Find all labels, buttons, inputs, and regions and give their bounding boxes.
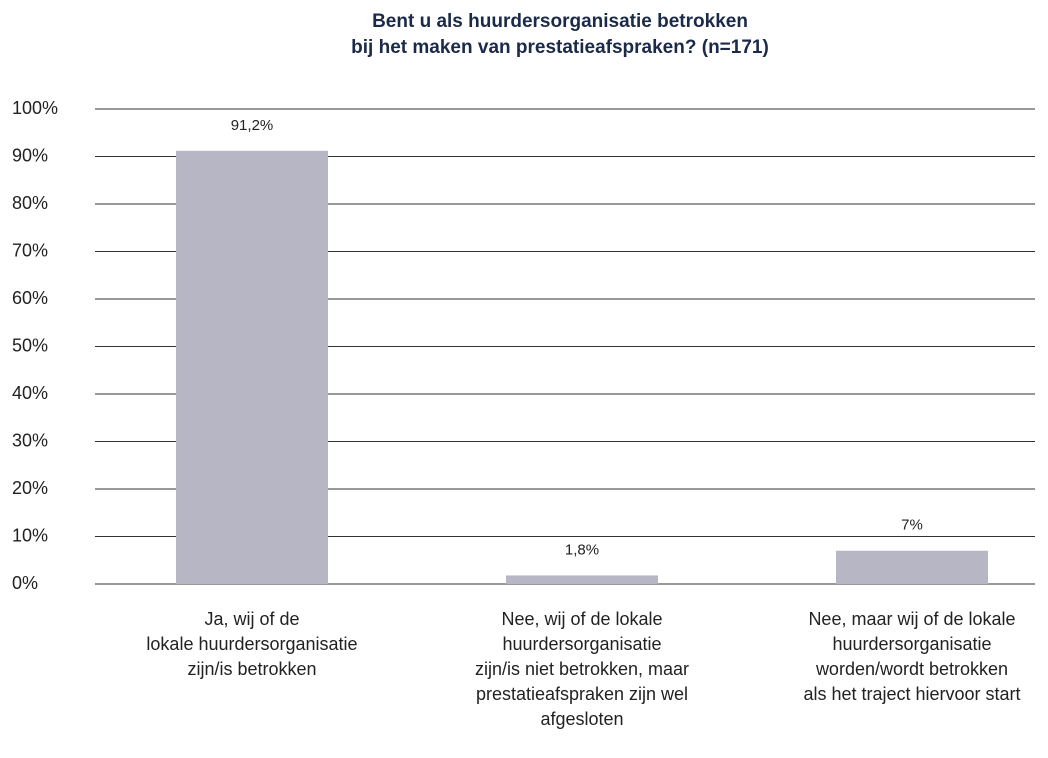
bar <box>176 150 328 585</box>
value-label: 1,8% <box>565 541 599 558</box>
x-tick-label: zijn/is niet betrokken, maar <box>475 659 689 679</box>
y-tick-label: 20% <box>12 478 48 498</box>
x-tick-label: Nee, wij of de lokale <box>501 609 662 629</box>
x-tick-label: lokale huurdersorganisatie <box>146 634 357 654</box>
x-tick-label: huurdersorganisatie <box>502 634 661 654</box>
y-tick-label: 60% <box>12 288 48 308</box>
x-tick-label: prestatieafspraken zijn wel <box>476 684 688 704</box>
y-tick-label: 90% <box>12 145 48 165</box>
bar <box>506 575 658 584</box>
chart-title: bij het maken van prestatieafspraken? (n… <box>351 37 769 58</box>
y-tick-label: 0% <box>12 573 38 593</box>
x-tick-label: als het traject hiervoor start <box>803 684 1020 704</box>
x-tick-label: zijn/is betrokken <box>187 659 316 679</box>
x-tick-label: worden/wordt betrokken <box>815 659 1008 679</box>
bar <box>836 550 988 584</box>
y-tick-label: 30% <box>12 430 48 450</box>
y-tick-label: 10% <box>12 525 48 545</box>
x-tick-label: afgesloten <box>540 709 623 729</box>
value-label: 7% <box>901 517 923 534</box>
y-tick-label: 80% <box>12 193 48 213</box>
x-tick-label: Nee, maar wij of de lokale <box>808 609 1015 629</box>
y-tick-label: 100% <box>12 98 58 118</box>
y-tick-label: 50% <box>12 335 48 355</box>
chart-title: Bent u als huurdersorganisatie betrokken <box>372 11 748 32</box>
value-label: 91,2% <box>231 117 274 134</box>
y-tick-label: 70% <box>12 240 48 260</box>
y-tick-label: 40% <box>12 383 48 403</box>
x-tick-label: huurdersorganisatie <box>832 634 991 654</box>
x-tick-label: Ja, wij of de <box>204 609 299 629</box>
